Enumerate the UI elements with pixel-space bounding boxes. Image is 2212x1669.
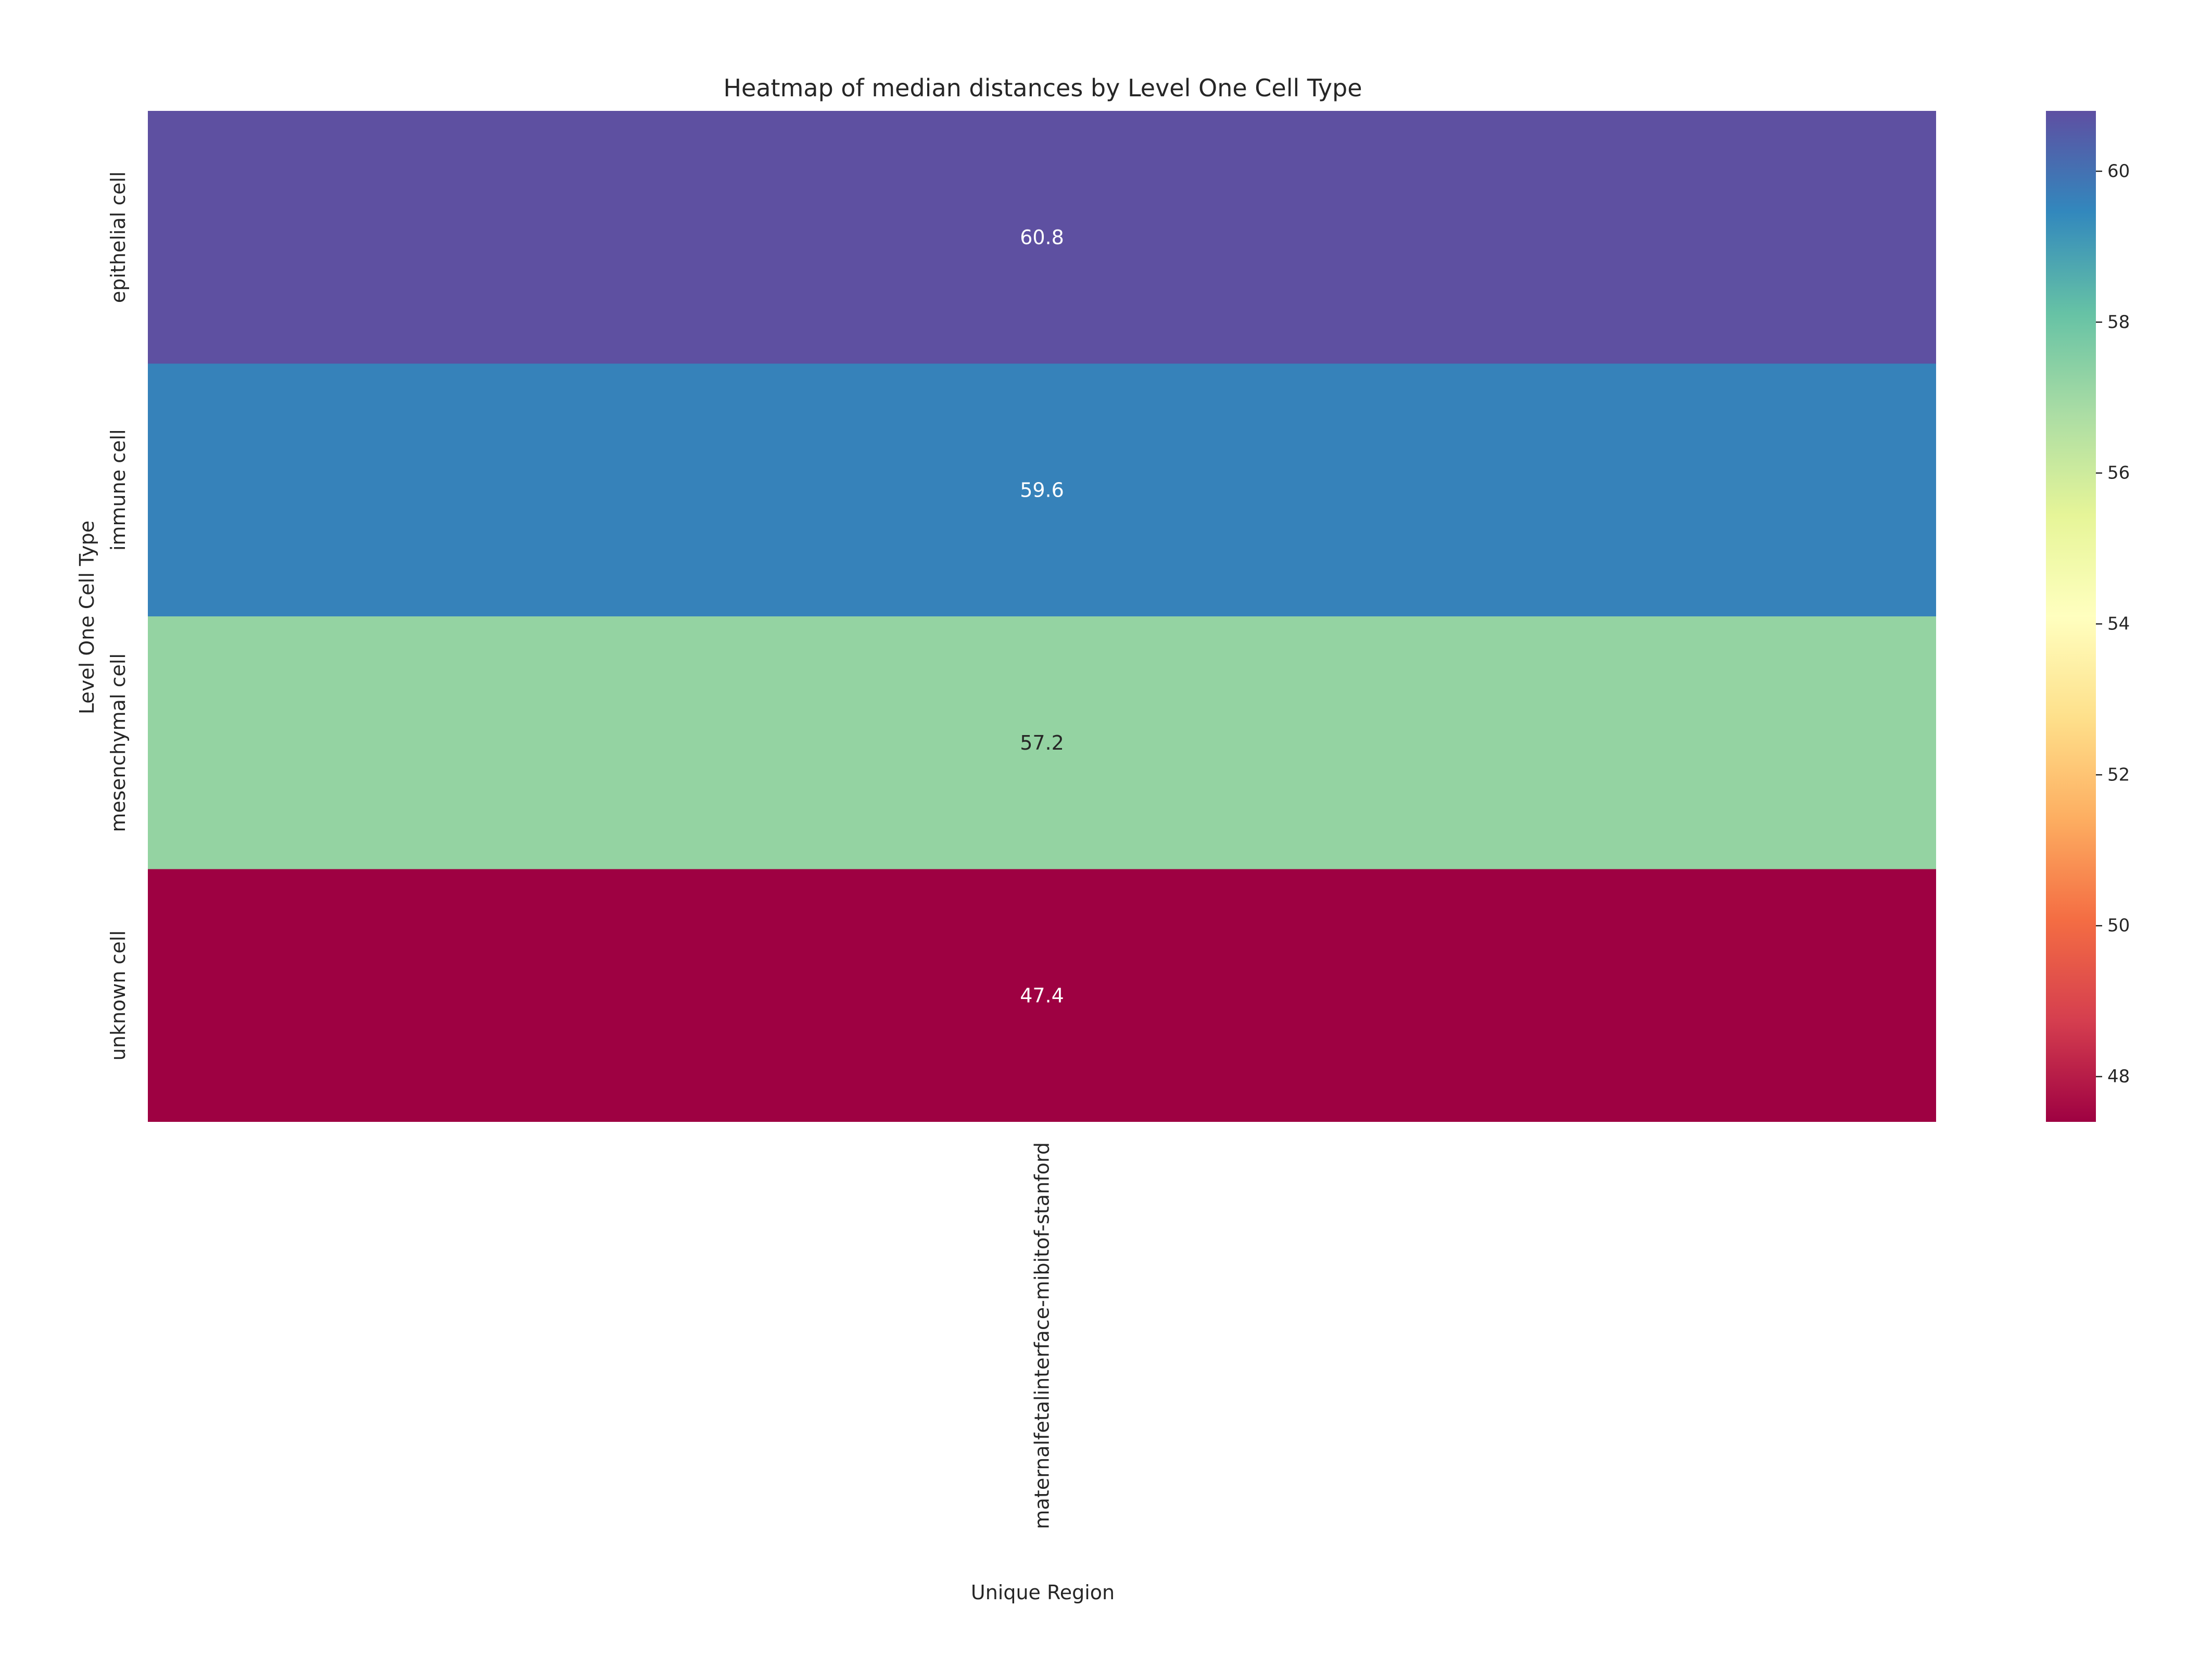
- cell-annotation: 60.8: [1020, 226, 1064, 249]
- heatmap-cell: [148, 616, 1936, 869]
- cell-annotation: 57.2: [1020, 731, 1064, 754]
- colorbar-tick-label: 50: [2107, 915, 2130, 936]
- heatmap-cell: [148, 363, 1936, 616]
- chart-title: Heatmap of median distances by Level One…: [723, 74, 1362, 102]
- heatmap-cells: [148, 111, 1936, 1122]
- y-tick-label: immune cell: [107, 429, 130, 551]
- y-tick-label: epithelial cell: [107, 171, 130, 303]
- colorbar-tick-label: 52: [2107, 764, 2130, 785]
- cell-annotation: 47.4: [1020, 984, 1064, 1007]
- heatmap-cell: [148, 111, 1936, 364]
- colorbar-tick-label: 48: [2107, 1066, 2130, 1087]
- colorbar: [2046, 111, 2096, 1122]
- x-tick-label: maternalfetalinterface-mibitof-stanford: [1031, 1142, 1054, 1529]
- colorbar-tick-label: 58: [2107, 312, 2130, 333]
- y-axis-tick-labels: epithelial cell immune cell mesenchymal ce…: [107, 171, 130, 1060]
- colorbar-tick-label: 54: [2107, 613, 2130, 634]
- x-axis-tick-labels: maternalfetalinterface-mibitof-stanford: [1031, 1142, 1054, 1529]
- cell-annotation: 59.6: [1020, 478, 1064, 501]
- x-axis-label: Unique Region: [971, 1581, 1115, 1604]
- y-tick-label: mesenchymal cell: [107, 653, 130, 832]
- heatmap-cell: [148, 869, 1936, 1122]
- colorbar-tick-label: 60: [2107, 161, 2130, 182]
- y-tick-label: unknown cell: [107, 930, 130, 1060]
- colorbar-tick-label: 56: [2107, 463, 2130, 484]
- colorbar-ticks: 48 50 52 54 56 58 60: [2096, 161, 2130, 1087]
- y-axis-label: Level One Cell Type: [75, 521, 98, 714]
- heatmap-annotations: 60.8 59.6 57.2 47.4: [1020, 226, 1064, 1007]
